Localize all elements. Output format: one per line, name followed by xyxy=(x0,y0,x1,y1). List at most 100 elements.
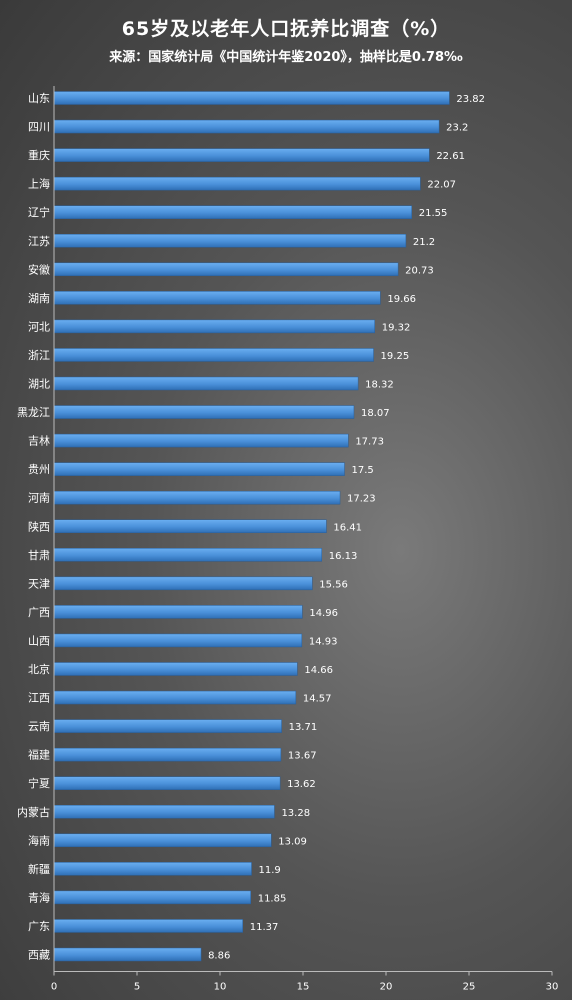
x-tick-label: 0 xyxy=(51,982,57,993)
value-label: 16.41 xyxy=(333,522,362,533)
bar xyxy=(53,890,251,905)
category-label: 辽宁 xyxy=(28,205,50,219)
bar xyxy=(53,348,374,362)
bar xyxy=(53,319,375,334)
bar xyxy=(53,176,421,191)
category-label: 新疆 xyxy=(28,862,50,876)
bar xyxy=(53,376,359,391)
category-label: 山东 xyxy=(28,92,50,105)
value-label: 14.96 xyxy=(309,608,338,619)
bar xyxy=(53,690,297,705)
bar xyxy=(53,262,399,277)
value-label: 17.73 xyxy=(355,437,384,448)
category-label: 河南 xyxy=(28,492,50,505)
category-label: 北京 xyxy=(28,662,50,676)
value-label: 13.71 xyxy=(289,722,318,733)
value-label: 11.85 xyxy=(258,893,287,904)
value-label: 14.57 xyxy=(303,694,332,705)
category-label: 宁夏 xyxy=(28,776,50,790)
value-label: 22.61 xyxy=(436,151,465,162)
value-label: 21.55 xyxy=(419,208,448,219)
category-label: 云南 xyxy=(28,720,50,733)
category-label: 湖北 xyxy=(28,378,50,391)
bar xyxy=(53,548,323,562)
value-label: 17.23 xyxy=(347,494,376,505)
chart-subtitle: 来源：国家统计局《中国统计年鉴2020》，抽样比是0.78‰ xyxy=(109,50,463,65)
value-label: 19.25 xyxy=(381,351,410,362)
value-label: 13.09 xyxy=(278,836,307,847)
bar xyxy=(53,747,282,762)
x-tick-label: 25 xyxy=(463,982,476,993)
category-label: 安徽 xyxy=(28,262,50,276)
bar xyxy=(53,576,313,591)
category-label: 西藏 xyxy=(28,949,50,962)
category-label: 陕西 xyxy=(28,519,50,533)
bar xyxy=(53,205,412,219)
category-label: 贵州 xyxy=(28,463,50,476)
category-label: 重庆 xyxy=(28,148,50,162)
category-label: 山西 xyxy=(28,634,50,647)
x-tick-label: 20 xyxy=(380,982,393,993)
bar xyxy=(53,919,243,933)
bar xyxy=(53,633,303,648)
value-label: 15.56 xyxy=(319,579,348,590)
bar xyxy=(53,148,430,162)
category-label: 湖南 xyxy=(28,292,50,305)
value-label: 14.66 xyxy=(304,665,333,676)
value-label: 18.32 xyxy=(365,380,394,391)
bar xyxy=(53,291,381,305)
value-label: 18.07 xyxy=(361,408,390,419)
value-label: 13.28 xyxy=(281,808,310,819)
category-label: 天津 xyxy=(28,577,50,590)
value-label: 13.67 xyxy=(288,751,317,762)
category-label: 四川 xyxy=(28,121,50,134)
value-label: 14.93 xyxy=(309,636,338,647)
x-tick-label: 10 xyxy=(214,982,227,993)
category-label: 海南 xyxy=(28,833,50,847)
value-label: 11.9 xyxy=(259,865,281,876)
category-label: 青海 xyxy=(28,890,50,904)
category-label: 江西 xyxy=(28,692,50,705)
chart-title: 65岁及以老年人口抚养比调查（%） xyxy=(121,18,451,40)
category-label: 内蒙古 xyxy=(17,805,50,819)
value-label: 19.32 xyxy=(382,322,411,333)
category-label: 广西 xyxy=(28,606,50,619)
value-label: 23.2 xyxy=(446,123,468,134)
value-label: 16.13 xyxy=(329,551,358,562)
bar xyxy=(53,234,407,248)
value-label: 13.62 xyxy=(287,779,316,790)
category-label: 吉林 xyxy=(28,434,50,448)
category-label: 甘肃 xyxy=(28,549,50,562)
value-label: 8.86 xyxy=(208,951,230,962)
x-tick-label: 15 xyxy=(297,982,310,993)
bar xyxy=(53,833,272,848)
x-tick-label: 30 xyxy=(546,982,559,993)
bar xyxy=(53,605,303,619)
value-label: 19.66 xyxy=(387,294,416,305)
bar xyxy=(53,719,282,733)
value-label: 21.2 xyxy=(413,237,435,248)
category-label: 黑龙江 xyxy=(17,406,50,419)
bar xyxy=(53,519,327,533)
value-label: 20.73 xyxy=(405,265,434,276)
bar xyxy=(53,119,440,134)
bar xyxy=(53,862,252,876)
bar xyxy=(53,776,281,790)
bar xyxy=(53,662,298,676)
category-label: 福建 xyxy=(28,748,50,762)
bar xyxy=(53,947,202,962)
category-label: 广东 xyxy=(28,920,50,933)
category-label: 河北 xyxy=(28,320,50,333)
bar xyxy=(53,405,355,419)
value-label: 17.5 xyxy=(352,465,374,476)
bar xyxy=(53,805,275,819)
bar xyxy=(53,91,450,105)
bar xyxy=(53,433,349,448)
value-label: 23.82 xyxy=(456,94,485,105)
category-label: 浙江 xyxy=(28,349,50,362)
value-label: 22.07 xyxy=(427,180,456,191)
category-label: 江苏 xyxy=(28,235,50,248)
bar xyxy=(53,490,341,505)
x-tick-label: 5 xyxy=(134,982,140,993)
